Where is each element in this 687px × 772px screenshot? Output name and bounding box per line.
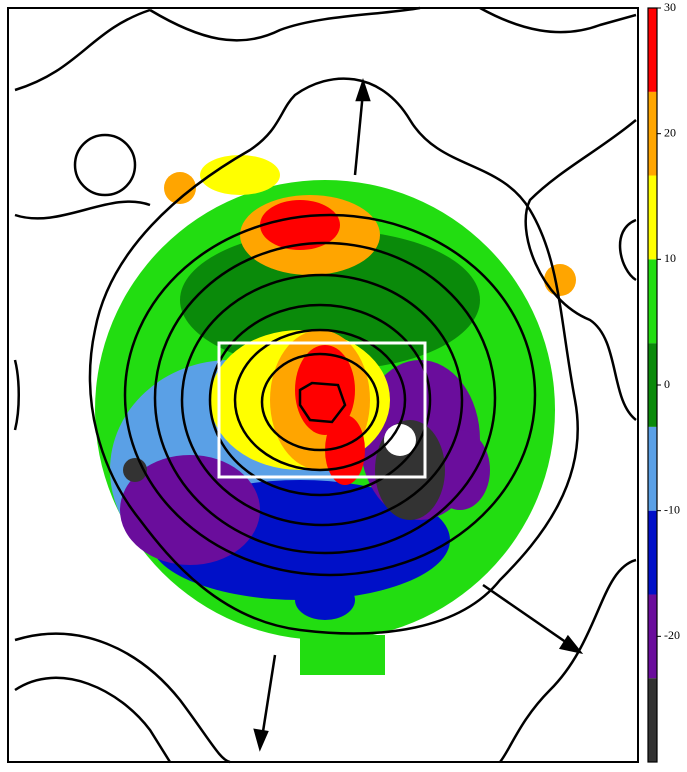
contour [499, 558, 637, 763]
contour [479, 6, 637, 34]
map-patch [295, 580, 355, 620]
colorbar-band [648, 175, 657, 260]
colorbar-tick-label: 0 [664, 377, 670, 391]
colorbar-tick-label: 30 [664, 0, 676, 14]
arrows [253, 78, 584, 752]
contour [208, 303, 432, 497]
colorbar-band [648, 510, 657, 595]
zoom-box [217, 341, 427, 479]
contour [14, 6, 421, 92]
arrow [482, 583, 571, 647]
arrow [353, 91, 365, 176]
colorbar-band [648, 8, 657, 92]
contour [233, 328, 407, 472]
colorbar-band [648, 343, 657, 427]
contour [123, 213, 537, 577]
colorbar-tick-label: -10 [664, 502, 680, 516]
map-patch [300, 635, 385, 675]
contour [298, 381, 347, 424]
map-patch [180, 230, 480, 370]
arrowhead [253, 728, 269, 752]
contour [180, 273, 464, 527]
contour [88, 77, 579, 635]
colorbar-band [648, 259, 657, 344]
map-patch [260, 200, 340, 250]
colorbar: 30 20 10 0 -10 -20 [647, 0, 680, 763]
map-patch [430, 430, 490, 510]
map-patch [200, 155, 280, 195]
map-patch [164, 172, 196, 204]
masked-region [384, 424, 416, 456]
colorbar-tick-label: -20 [664, 628, 680, 642]
colorbar-band [648, 426, 657, 511]
colorbar-tick-label: 20 [664, 125, 676, 139]
contour [260, 352, 380, 452]
map-patch [325, 415, 365, 485]
arrowhead [558, 634, 584, 654]
map-frame [7, 7, 639, 763]
contour [14, 632, 231, 764]
colorbar-band [648, 91, 657, 176]
contour [13, 359, 20, 431]
contour [524, 119, 637, 421]
colorbar-band [648, 678, 657, 762]
arrow [260, 654, 277, 739]
arrowhead [355, 78, 371, 102]
contour [153, 241, 497, 555]
contour [618, 218, 637, 282]
contour [14, 676, 172, 763]
contour [14, 200, 151, 220]
contours [13, 6, 637, 764]
velocity-map [95, 155, 576, 675]
colorbar-band [648, 594, 657, 679]
colorbar-tick-label: 10 [664, 251, 676, 265]
map-patch [544, 264, 576, 296]
contour [73, 133, 137, 197]
